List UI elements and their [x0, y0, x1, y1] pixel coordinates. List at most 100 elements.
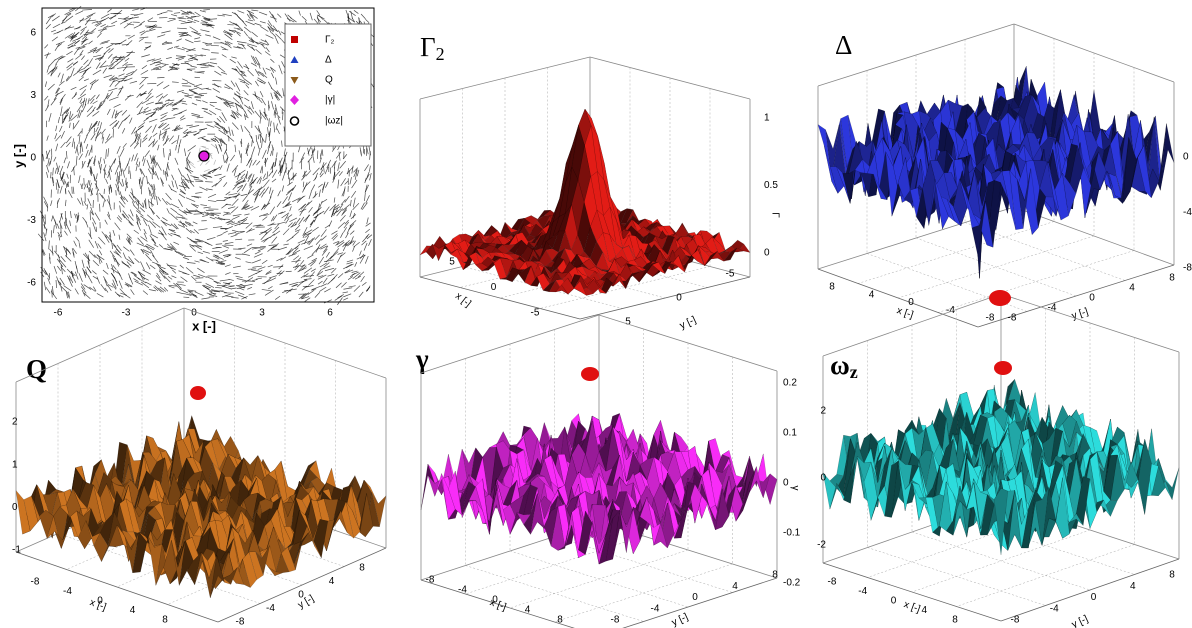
vector	[125, 238, 131, 245]
vector	[66, 275, 71, 281]
vector	[129, 209, 134, 217]
vector	[328, 220, 333, 227]
vector	[246, 157, 252, 167]
vector	[66, 76, 72, 82]
vector	[295, 257, 302, 264]
vector	[66, 268, 75, 277]
vector	[114, 80, 121, 87]
vector	[200, 204, 208, 207]
vector	[258, 186, 265, 191]
vector	[54, 43, 60, 51]
vector	[102, 67, 107, 74]
vector	[206, 236, 216, 241]
vector	[75, 25, 82, 30]
z-tick-label: 0	[12, 502, 18, 513]
vector	[75, 5, 82, 12]
vector	[205, 148, 213, 157]
vector	[136, 215, 139, 225]
vector	[270, 161, 275, 170]
vector	[79, 68, 88, 74]
vector	[209, 62, 218, 65]
vector	[213, 83, 219, 88]
vector	[68, 7, 75, 11]
vector	[265, 271, 272, 276]
vector	[89, 94, 96, 102]
vector	[105, 92, 109, 99]
vector	[142, 156, 145, 162]
vector	[115, 190, 117, 196]
vector	[93, 158, 96, 166]
vector	[122, 61, 129, 67]
vector	[79, 143, 82, 154]
vector	[168, 135, 174, 142]
vector	[209, 291, 216, 296]
vector	[237, 172, 240, 180]
vector	[352, 202, 360, 211]
vector	[118, 201, 125, 208]
vector	[105, 234, 112, 241]
vector	[53, 92, 59, 101]
vector	[197, 136, 206, 139]
vector	[86, 109, 95, 117]
vector	[196, 238, 204, 242]
vector	[290, 221, 296, 228]
vector	[259, 117, 261, 124]
vector	[271, 32, 277, 38]
vector	[155, 62, 163, 66]
vector	[83, 201, 87, 206]
vector	[69, 34, 77, 39]
vector	[118, 181, 123, 187]
vector	[347, 276, 354, 280]
vector	[150, 108, 158, 118]
vector	[259, 165, 263, 174]
vector	[93, 173, 96, 181]
vector	[176, 38, 182, 42]
vector	[140, 30, 148, 36]
vector	[55, 59, 59, 65]
vector	[259, 21, 266, 24]
vector	[330, 268, 337, 274]
vector	[245, 261, 252, 264]
vector	[88, 232, 93, 240]
vector	[245, 84, 250, 89]
vector	[200, 174, 208, 180]
vector	[262, 279, 272, 285]
vector	[201, 87, 210, 90]
surface-face	[573, 280, 587, 296]
vector	[222, 48, 229, 51]
vector	[138, 122, 146, 128]
vector	[182, 85, 192, 87]
vector	[140, 249, 150, 255]
vector	[183, 183, 190, 189]
vector	[59, 97, 64, 104]
vector	[251, 135, 254, 144]
vector	[317, 280, 323, 285]
y-tick-label: 6	[30, 28, 36, 39]
vector	[302, 181, 305, 188]
vector	[237, 180, 246, 185]
vector	[129, 80, 138, 84]
vector	[237, 61, 243, 69]
vector	[122, 210, 130, 219]
title-text: ω	[830, 350, 850, 380]
vector	[128, 237, 133, 243]
vector	[229, 58, 236, 64]
vector	[225, 99, 235, 104]
vector	[108, 48, 114, 54]
vector	[178, 193, 186, 199]
legend-label: |γ|	[325, 95, 335, 106]
vector	[53, 265, 58, 274]
vector	[174, 233, 182, 238]
floor-grid	[66, 495, 235, 570]
vector	[333, 206, 341, 211]
vector	[275, 37, 279, 44]
vector	[80, 283, 86, 290]
vector	[214, 70, 222, 76]
vector	[73, 240, 77, 247]
vector	[354, 275, 362, 280]
vector	[172, 63, 180, 66]
vector	[85, 14, 94, 20]
x-tick-label: -4	[63, 586, 72, 597]
surface-face	[971, 201, 986, 257]
vector	[116, 66, 127, 69]
